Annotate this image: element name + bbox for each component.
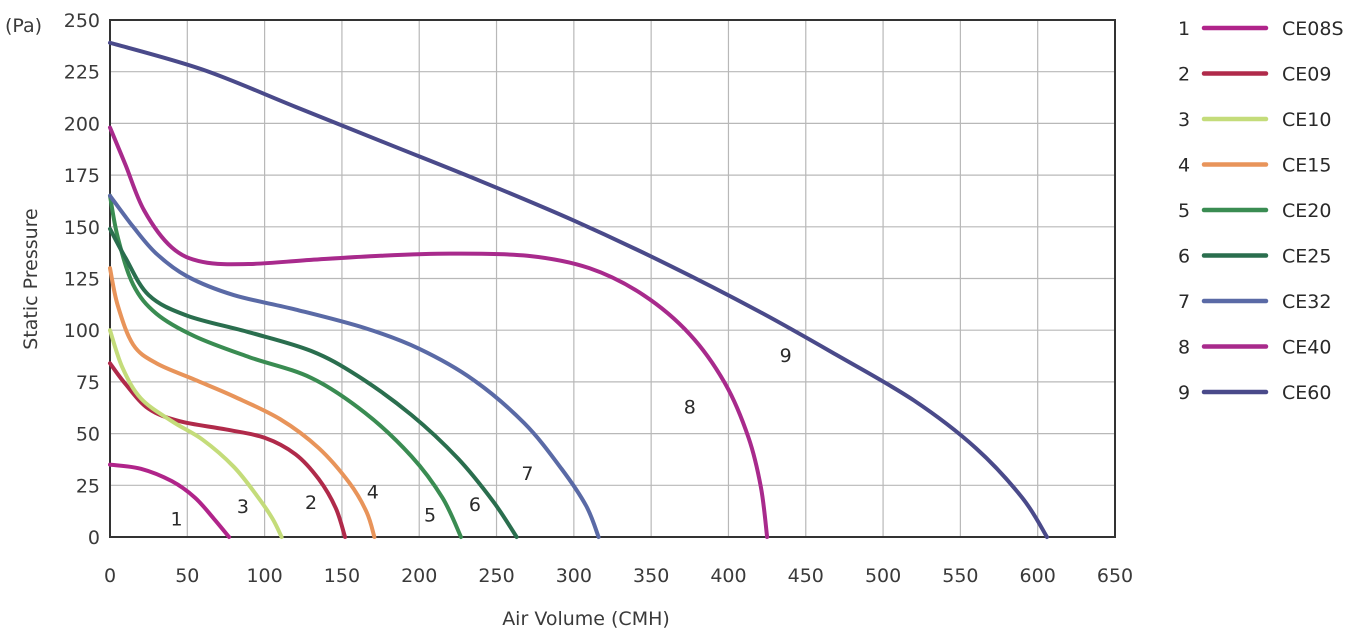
- curve-labels: 1 3 2 4 5 6 7 8 9: [170, 345, 791, 530]
- curve-label-4: 4: [367, 482, 379, 504]
- curve-label-9: 9: [780, 345, 792, 367]
- legend-label: CE32: [1282, 291, 1331, 313]
- y-tick-label: 150: [64, 217, 100, 239]
- series-line-ce25: [108, 226, 519, 539]
- x-tick-label: 650: [1097, 565, 1133, 587]
- legend-number: 7: [1178, 291, 1190, 313]
- y-tick-label: 225: [64, 62, 100, 84]
- curve-label-3: 3: [237, 496, 249, 518]
- x-tick-label: 0: [104, 565, 116, 587]
- curve-label-5: 5: [424, 504, 436, 526]
- y-tick-label: 200: [64, 113, 100, 135]
- y-tick-label: 100: [64, 320, 100, 342]
- y-tick-label: 25: [76, 475, 100, 497]
- legend-label: CE10: [1282, 109, 1331, 131]
- legend-label: CE60: [1282, 382, 1331, 404]
- x-tick-label: 300: [556, 565, 592, 587]
- x-tick-label: 350: [633, 565, 669, 587]
- x-tick-label: 450: [788, 565, 824, 587]
- y-tick-label: 125: [64, 269, 100, 291]
- y-tick-label: 50: [76, 424, 100, 446]
- x-tick-label: 600: [1020, 565, 1056, 587]
- x-tick-label: 100: [246, 565, 282, 587]
- x-axis-title: Air Volume (CMH): [502, 608, 670, 630]
- legend-label: CE20: [1282, 200, 1331, 222]
- y-axis-unit: (Pa): [5, 15, 42, 37]
- x-tick-label: 200: [401, 565, 437, 587]
- legend-number: 1: [1178, 18, 1190, 40]
- legend-label: CE40: [1282, 337, 1331, 359]
- series-line-ce20: [108, 193, 463, 539]
- legend-label: CE25: [1282, 246, 1331, 268]
- y-tick-label: 250: [64, 10, 100, 32]
- curve-label-2: 2: [305, 492, 317, 514]
- legend-number: 4: [1178, 155, 1190, 177]
- legend-label: CE08S: [1282, 18, 1344, 40]
- legend-number: 2: [1178, 64, 1190, 86]
- tick-labels: 0 50 100 150 200 250 300 350 400 450 500 550 600 6500…: [64, 10, 1133, 587]
- series-line-ce15: [108, 266, 377, 539]
- legend-label: CE15: [1282, 155, 1331, 177]
- x-tick-label: 150: [324, 565, 360, 587]
- series-line-ce10: [108, 328, 284, 539]
- curve-label-8: 8: [684, 397, 696, 419]
- x-tick-label: 250: [478, 565, 514, 587]
- y-tick-label: 175: [64, 165, 100, 187]
- legend-number: 5: [1178, 200, 1190, 222]
- legend: 1 CE08S 2 CE09 3 CE10 4 CE15 5 CE20 6 CE25 7 CE32 8 CE4…: [1178, 18, 1344, 404]
- legend-number: 3: [1178, 109, 1190, 131]
- x-tick-label: 500: [865, 565, 901, 587]
- series-lines: [108, 40, 1049, 539]
- legend-number: 9: [1178, 382, 1190, 404]
- series-line-ce32: [108, 193, 601, 539]
- legend-number: 8: [1178, 337, 1190, 359]
- y-tick-label: 75: [76, 372, 100, 394]
- curve-label-6: 6: [469, 494, 481, 516]
- legend-number: 6: [1178, 246, 1190, 268]
- series-line-ce09: [108, 361, 348, 539]
- legend-label: CE09: [1282, 64, 1331, 86]
- series-line-ce40: [108, 125, 770, 539]
- y-tick-label: 0: [88, 527, 100, 549]
- curve-label-7: 7: [521, 463, 533, 485]
- x-tick-label: 550: [942, 565, 978, 587]
- x-tick-label: 400: [710, 565, 746, 587]
- x-tick-label: 50: [175, 565, 199, 587]
- y-axis-title: Static Pressure: [20, 208, 42, 350]
- series-line-ce60: [108, 40, 1049, 539]
- series-line-ce08s: [108, 462, 232, 539]
- curve-label-1: 1: [170, 508, 182, 530]
